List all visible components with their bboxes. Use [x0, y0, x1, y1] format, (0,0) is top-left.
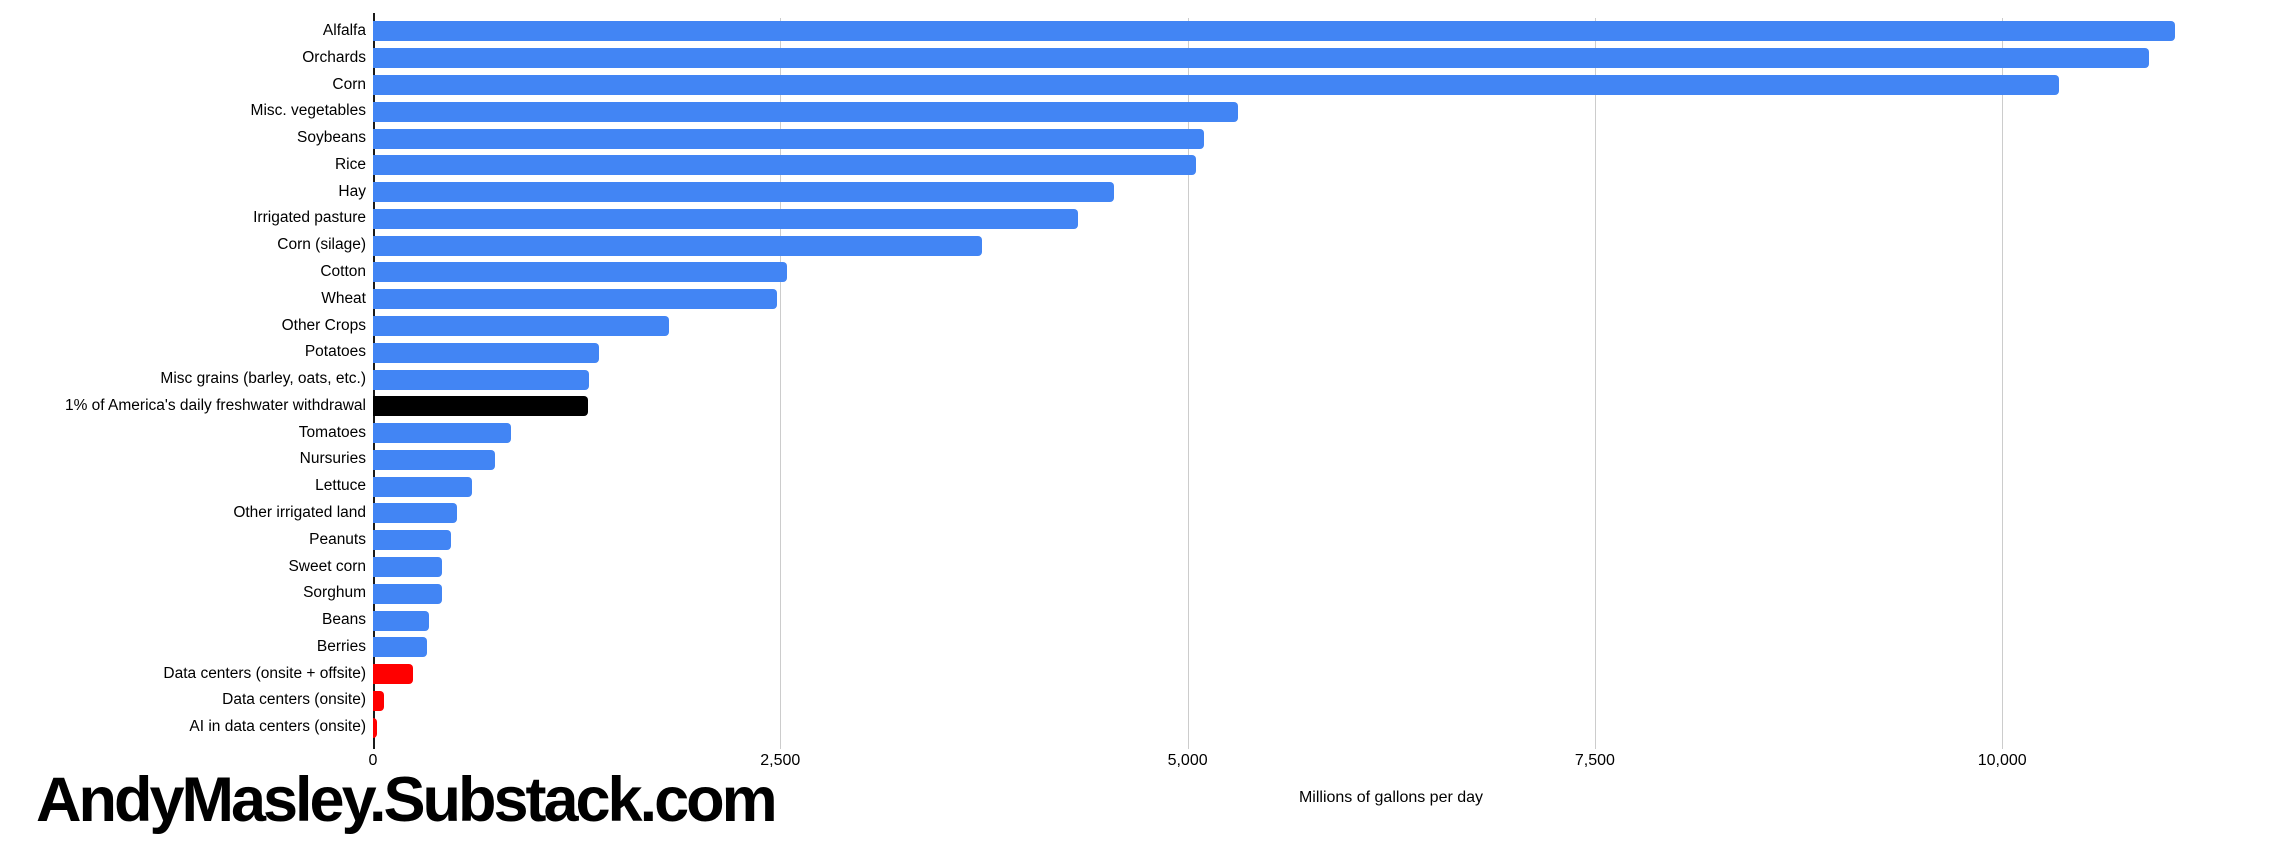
- bar: [373, 690, 384, 711]
- bar: [373, 396, 589, 417]
- bar-row-label: Other irrigated land: [233, 504, 366, 521]
- bar: [373, 369, 589, 390]
- bar: [373, 503, 457, 524]
- bar: [373, 101, 1239, 122]
- bar-row-label: 1% of America's daily freshwater withdra…: [64, 396, 366, 414]
- bar-row-label: Orchards: [302, 48, 366, 66]
- bar-row-label: Data centers (onsite): [222, 691, 366, 709]
- bar-row-label: Lettuce: [315, 477, 366, 495]
- bar: [373, 717, 378, 738]
- bar-row-label: Tomatoes: [298, 423, 366, 441]
- bar-row-label: Alfalfa: [322, 22, 366, 39]
- bar: [373, 315, 669, 336]
- bar-row-label: Data centers (onsite + offsite): [163, 664, 366, 682]
- bar: [373, 128, 1204, 149]
- bar-row-label: Irrigated pasture: [253, 209, 366, 227]
- bar-row-label: Hay: [338, 182, 366, 200]
- bar-row-label: Potatoes: [304, 343, 366, 361]
- bar: [373, 342, 600, 363]
- bar: [373, 182, 1115, 203]
- bar: [373, 21, 2175, 42]
- bar: [373, 262, 787, 283]
- bar: [373, 637, 427, 658]
- watermark: AndyMasley.Substack.com: [36, 765, 778, 835]
- bar-row-label: Sorghum: [303, 584, 366, 602]
- gridline: [780, 18, 782, 749]
- x-tick-label: 10,000: [1977, 752, 2027, 769]
- x-tick-label: 7,500: [1574, 752, 1615, 769]
- bar-row-label: Berries: [316, 637, 366, 655]
- bar: [373, 556, 443, 577]
- bar: [373, 155, 1196, 176]
- bar: [373, 449, 496, 470]
- bar: [373, 610, 430, 631]
- bar: [373, 208, 1079, 229]
- bar-row-label: AI in data centers (onsite): [189, 718, 366, 736]
- bar: [373, 289, 778, 310]
- gridline: [2002, 18, 2004, 749]
- x-axis-title: Millions of gallons per day: [1298, 789, 1484, 806]
- bar-row-label: Other Crops: [281, 316, 366, 334]
- bar: [373, 664, 413, 685]
- bar: [373, 235, 983, 256]
- gridline: [1187, 18, 1189, 749]
- x-tick-label: 2,500: [760, 752, 801, 769]
- bar-row-label: Corn (silage): [277, 236, 366, 254]
- bar-row-label: Wheat: [321, 289, 366, 307]
- gridline: [1594, 18, 1596, 749]
- bar: [373, 423, 512, 444]
- bar-row-label: Peanuts: [309, 530, 366, 548]
- bar-row-label: Sweet corn: [288, 557, 366, 575]
- bar: [373, 476, 473, 497]
- bar-row-label: Misc. vegetables: [250, 102, 366, 120]
- bar-row-label: Cotton: [320, 263, 366, 280]
- bar: [373, 74, 2060, 95]
- bar: [373, 48, 2149, 69]
- bar-row-label: Nursuries: [299, 450, 366, 468]
- bar-row-label: Rice: [334, 155, 366, 173]
- bar: [373, 530, 452, 551]
- bar-row-label: Misc grains (barley, oats, etc.): [160, 370, 366, 388]
- x-tick-label: 0: [368, 752, 378, 769]
- bar-row-label: Corn: [332, 75, 366, 93]
- x-tick-label: 5,000: [1167, 752, 1208, 769]
- bar: [373, 583, 443, 604]
- bar-row-label: Soybeans: [297, 129, 366, 147]
- bar-row-label: Beans: [322, 611, 366, 629]
